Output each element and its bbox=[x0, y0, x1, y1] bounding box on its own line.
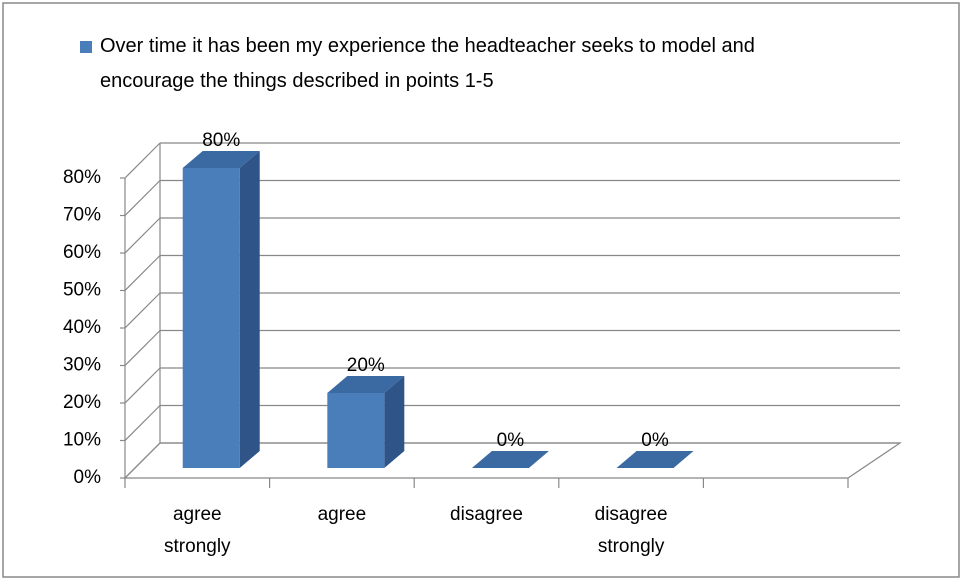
bar-top bbox=[616, 451, 694, 468]
y-tick-label: 10% bbox=[63, 430, 101, 451]
bar-top bbox=[471, 451, 549, 468]
data-label: 0% bbox=[497, 430, 525, 451]
bar-side bbox=[239, 151, 260, 468]
legend-label: Over time it has been my experience the … bbox=[100, 35, 755, 92]
legend-swatch bbox=[80, 41, 92, 53]
data-label: 20% bbox=[347, 355, 385, 376]
grid-line bbox=[124, 180, 161, 216]
grid-line bbox=[124, 405, 161, 441]
y-tick-label: 0% bbox=[74, 467, 102, 488]
grid-line bbox=[124, 442, 161, 479]
data-label: 0% bbox=[641, 430, 669, 451]
y-tick-label: 30% bbox=[63, 355, 101, 376]
y-tick-label: 60% bbox=[63, 242, 101, 263]
grid-line bbox=[124, 142, 161, 179]
x-tick-label: disagree bbox=[450, 504, 523, 525]
bar-top bbox=[327, 376, 405, 393]
grid-line bbox=[124, 330, 161, 366]
x-tick-label: disagree strongly bbox=[595, 504, 668, 557]
grid-line bbox=[124, 217, 161, 254]
y-tick-label: 20% bbox=[63, 392, 101, 413]
y-tick-label: 40% bbox=[63, 317, 101, 338]
y-tick-label: 80% bbox=[63, 167, 101, 188]
bar-top bbox=[182, 151, 260, 168]
grid-line bbox=[124, 367, 161, 404]
x-tick-label: agree strongly bbox=[164, 504, 231, 557]
y-tick-label: 70% bbox=[63, 205, 101, 226]
grid-line bbox=[124, 292, 161, 329]
x-tick-label: agree bbox=[318, 504, 367, 525]
bar-side bbox=[384, 376, 405, 468]
bar bbox=[327, 393, 385, 468]
y-tick-label: 50% bbox=[63, 280, 101, 301]
bar bbox=[182, 168, 240, 468]
grid-line bbox=[124, 255, 161, 291]
data-label: 80% bbox=[202, 130, 240, 151]
